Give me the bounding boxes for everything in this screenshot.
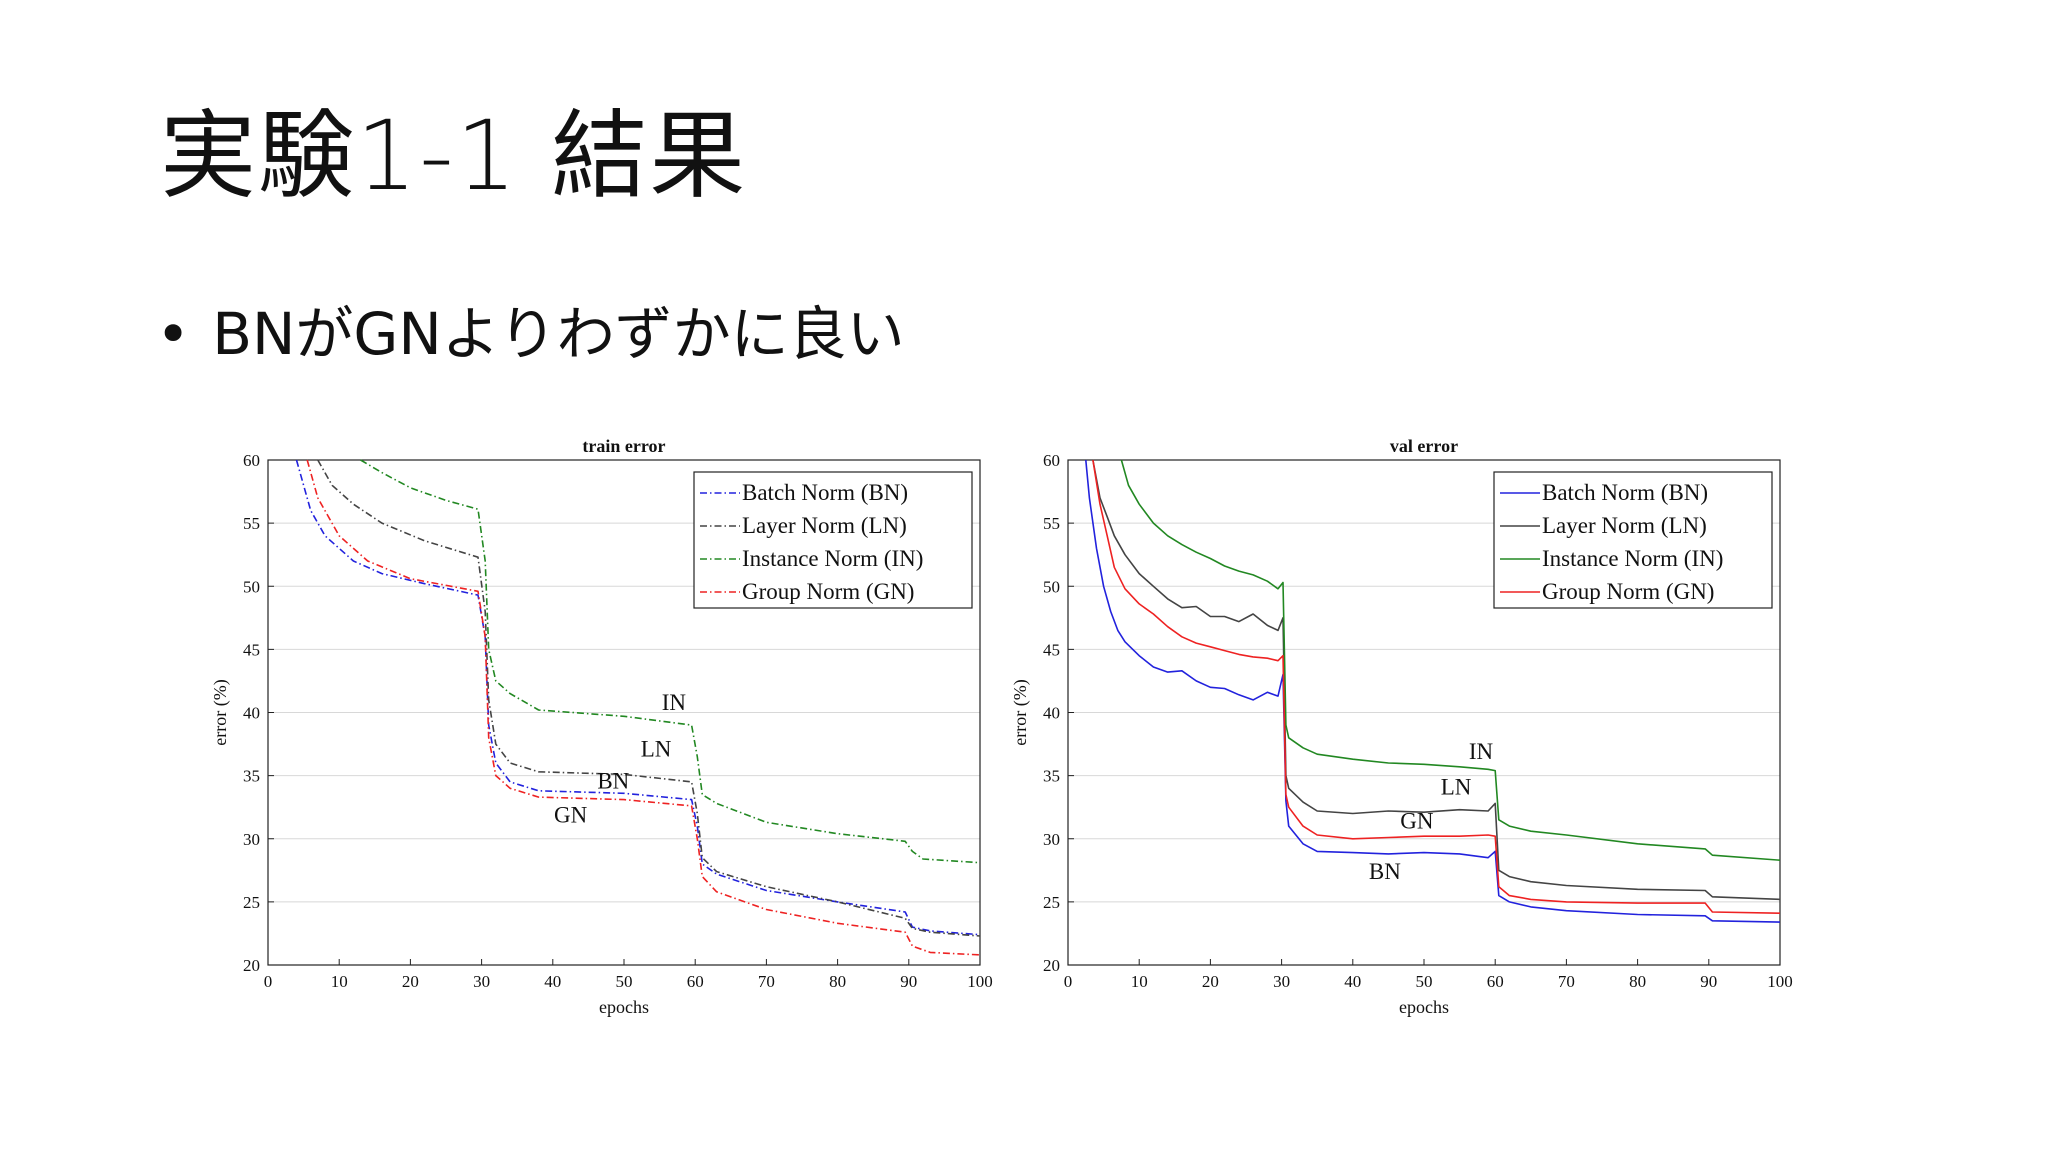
y-tick-label: 50 <box>1043 577 1060 596</box>
slide-title: 実験1-1 結果 <box>160 100 748 212</box>
annotation-label: GN <box>554 802 588 827</box>
y-tick-label: 40 <box>1043 704 1060 723</box>
x-tick-label: 10 <box>1131 972 1148 991</box>
y-tick-label: 35 <box>243 767 260 786</box>
bullet-dot-icon: • <box>156 300 191 368</box>
y-tick-label: 55 <box>243 514 260 533</box>
train-error-chart-svg: train error 20 25 30 35 40 45 50 55 60 0 10 20 30 40 50… <box>210 436 993 1017</box>
y-axis-label: error (%) <box>210 679 231 745</box>
plot-area-frame <box>267 459 981 966</box>
chart-title: val error <box>1390 436 1458 456</box>
y-tick-label: 45 <box>243 640 260 659</box>
y-tick-label: 45 <box>1043 640 1060 659</box>
x-tick-label: 20 <box>402 972 419 991</box>
x-tick-label: 40 <box>1344 972 1361 991</box>
annotation-label: BN <box>597 768 629 793</box>
annotation-label: LN <box>641 737 672 762</box>
annotation-label: LN <box>1441 775 1472 800</box>
legend-label: Instance Norm (IN) <box>1542 546 1723 571</box>
series-line-2 <box>317 459 981 937</box>
bullet-point: • BNがGNよりわずかに良い <box>156 305 905 363</box>
x-tick-label: 80 <box>1629 972 1646 991</box>
annotation-label: IN <box>662 690 687 715</box>
series-line-4 <box>306 459 981 956</box>
x-tick-label: 70 <box>758 972 775 991</box>
series-line-4 <box>1092 459 1781 914</box>
legend-label: Layer Norm (LN) <box>1542 513 1707 538</box>
x-tick-label: 50 <box>1416 972 1433 991</box>
annotation-label: GN <box>1400 809 1434 834</box>
annotation-label: IN <box>1469 739 1494 764</box>
x-tick-label: 0 <box>1064 972 1073 991</box>
x-tick-label: 0 <box>264 972 273 991</box>
y-tick-label: 30 <box>1043 830 1060 849</box>
chart-title: train error <box>582 436 665 456</box>
y-tick-label: 20 <box>243 956 260 975</box>
x-tick-label: 90 <box>900 972 917 991</box>
x-tick-label: 100 <box>967 972 993 991</box>
y-tick-label: 35 <box>1043 767 1060 786</box>
train-error-chart: train error 20 25 30 35 40 45 50 55 60 0 10 20 30 40 50… <box>200 420 1000 1040</box>
y-tick-label: 60 <box>1043 451 1060 470</box>
plot-area-frame <box>1067 459 1781 966</box>
legend-label: Batch Norm (BN) <box>1542 480 1708 505</box>
y-tick-label: 30 <box>243 830 260 849</box>
y-tick-label: 50 <box>243 577 260 596</box>
x-tick-label: 20 <box>1202 972 1219 991</box>
x-tick-label: 60 <box>687 972 704 991</box>
legend-label: Instance Norm (IN) <box>742 546 923 571</box>
legend-label: Group Norm (GN) <box>742 579 914 604</box>
bullet-text: BNがGNよりわずかに良い <box>212 300 905 368</box>
x-tick-label: 100 <box>1767 972 1793 991</box>
annotation-label: BN <box>1369 859 1401 884</box>
x-tick-label: 30 <box>473 972 490 991</box>
x-axis-label: epochs <box>599 997 649 1017</box>
y-tick-label: 60 <box>243 451 260 470</box>
y-tick-label: 55 <box>1043 514 1060 533</box>
y-tick-label: 20 <box>1043 956 1060 975</box>
x-tick-label: 60 <box>1487 972 1504 991</box>
series-line-3 <box>360 459 981 864</box>
y-tick-label: 25 <box>243 893 260 912</box>
x-tick-label: 80 <box>829 972 846 991</box>
x-tick-label: 40 <box>544 972 561 991</box>
x-tick-label: 90 <box>1700 972 1717 991</box>
legend-label: Group Norm (GN) <box>1542 579 1714 604</box>
series-line-3 <box>1120 459 1781 861</box>
val-error-chart-svg: val error 20 25 30 35 40 45 50 55 60 0 10 20 30 40 50 60… <box>1010 436 1793 1017</box>
val-error-chart: val error 20 25 30 35 40 45 50 55 60 0 10 20 30 40 50 60… <box>1000 420 1800 1040</box>
x-axis-label: epochs <box>1399 997 1449 1017</box>
y-tick-label: 25 <box>1043 893 1060 912</box>
legend-label: Batch Norm (BN) <box>742 480 908 505</box>
x-tick-label: 70 <box>1558 972 1575 991</box>
legend-label: Layer Norm (LN) <box>742 513 907 538</box>
legend-box <box>1493 471 1773 609</box>
x-tick-label: 30 <box>1273 972 1290 991</box>
legend-box <box>693 471 973 609</box>
y-axis-label: error (%) <box>1010 679 1031 745</box>
x-tick-label: 10 <box>331 972 348 991</box>
x-tick-label: 50 <box>616 972 633 991</box>
y-tick-label: 40 <box>243 704 260 723</box>
